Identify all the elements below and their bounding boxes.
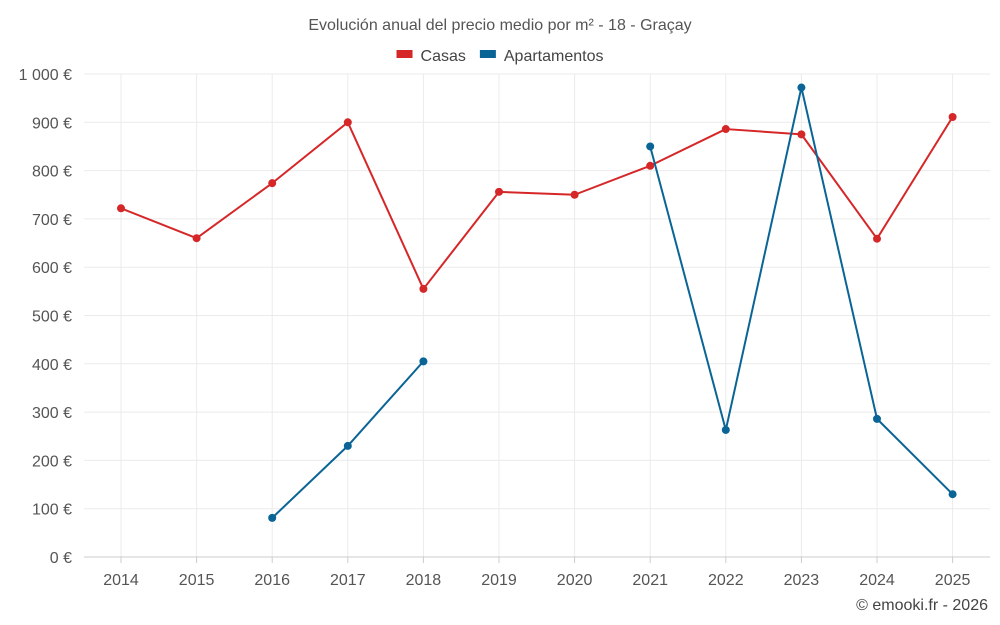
credit-text: © emooki.fr - 2026 [856,597,988,614]
data-point-casas[interactable] [570,190,579,199]
data-point-apartamentos[interactable] [419,357,428,366]
series-layer [117,83,957,522]
data-point-apartamentos[interactable] [873,414,881,423]
y-tick-label: 500 € [32,309,72,326]
legend-label: Apartamentos [504,48,604,65]
legend-item-apartamentos[interactable]: Apartamentos [479,48,604,65]
data-point-casas[interactable] [268,179,277,188]
data-point-casas[interactable] [343,118,352,127]
x-tick-label: 2024 [859,572,895,589]
x-tick-label: 2015 [179,572,215,589]
data-point-apartamentos[interactable] [721,425,730,434]
y-tick-label: 400 € [32,357,72,374]
data-point-casas[interactable] [873,234,881,243]
x-tick-label: 2017 [330,572,366,589]
x-tick-label: 2022 [708,572,744,589]
grid [84,73,990,557]
x-tick-label: 2014 [103,572,139,589]
y-tick-label: 900 € [32,115,72,132]
data-point-casas[interactable] [797,130,806,139]
x-tick-label: 2019 [481,572,517,589]
legend-swatch [479,50,496,58]
y-tick-label: 600 € [32,260,72,277]
data-point-casas[interactable] [419,284,428,293]
x-tick-label: 2025 [935,572,971,589]
data-point-apartamentos[interactable] [948,490,957,499]
y-tick-label: 100 € [32,502,72,519]
y-tick-label: 1 000 € [19,67,72,84]
chart-title: Evolución anual del precio medio por m² … [308,17,691,34]
x-tick-label: 2016 [254,572,290,589]
axes: 0 € 100 € 200 € 300 € 400 € 500 € 600 € 700 € 80… [19,67,990,589]
y-tick-label: 0 € [50,550,72,567]
data-point-casas[interactable] [117,204,125,213]
y-tick-label: 700 € [32,212,72,229]
series-line-casas [120,116,954,290]
data-point-casas[interactable] [192,234,201,243]
data-point-apartamentos[interactable] [343,441,352,450]
legend-item-casas[interactable]: Casas [396,48,466,65]
y-tick-label: 800 € [32,164,72,181]
data-point-apartamentos[interactable] [268,513,277,522]
data-point-casas[interactable] [721,125,730,134]
x-tick-label: 2020 [557,572,593,589]
legend: Casas Apartamentos [396,48,604,65]
y-tick-label: 300 € [32,405,72,422]
x-tick-label: 2021 [632,572,668,589]
data-point-casas[interactable] [646,161,655,170]
legend-swatch [396,50,413,58]
data-point-casas[interactable] [495,187,503,196]
x-tick-label: 2023 [784,572,820,589]
data-point-casas[interactable] [948,112,957,121]
data-point-apartamentos[interactable] [797,83,806,92]
y-tick-label: 200 € [32,453,72,470]
data-point-apartamentos[interactable] [646,142,655,151]
x-tick-label: 2018 [406,572,442,589]
legend-label: Casas [421,48,466,65]
